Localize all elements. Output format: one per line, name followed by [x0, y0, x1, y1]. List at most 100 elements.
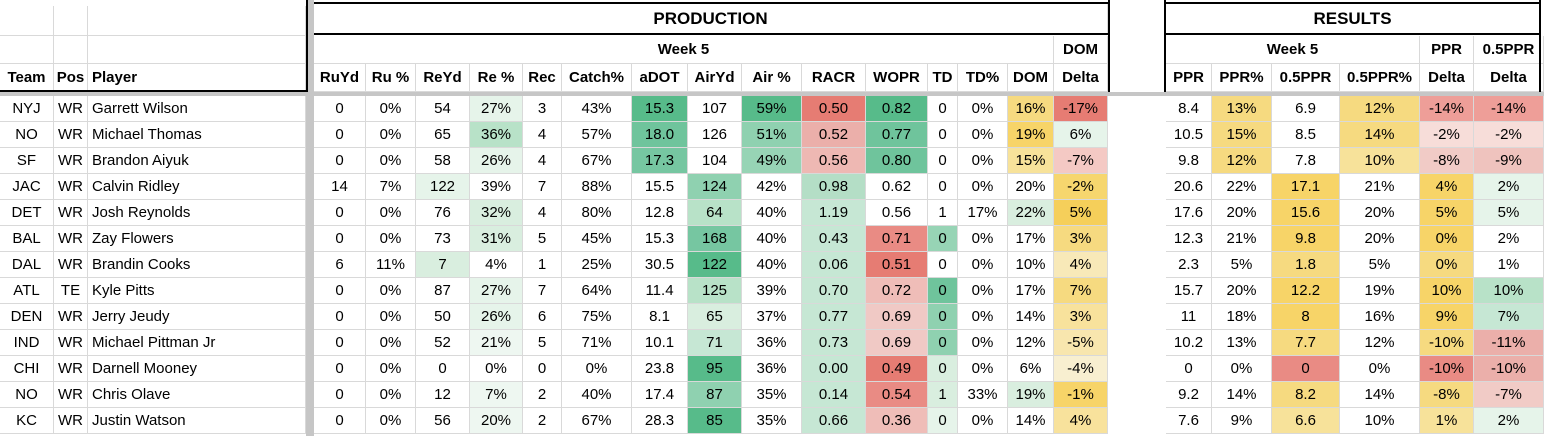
table-cell[interactable]: 6.6 — [1272, 408, 1340, 434]
table-cell[interactable]: 13% — [1212, 330, 1272, 356]
table-cell[interactable]: 20% — [1340, 226, 1420, 252]
table-cell[interactable]: 64% — [562, 278, 632, 304]
table-cell[interactable]: 67% — [562, 408, 632, 434]
table-cell[interactable]: 27% — [470, 278, 523, 304]
table-cell[interactable]: 0% — [366, 330, 416, 356]
table-cell[interactable]: 87 — [416, 278, 470, 304]
blank-header-cell[interactable] — [88, 36, 306, 64]
table-cell[interactable]: 0% — [958, 408, 1008, 434]
table-cell[interactable]: 2% — [1474, 408, 1544, 434]
table-cell[interactable]: 75% — [562, 304, 632, 330]
table-cell[interactable]: 7% — [1054, 278, 1108, 304]
table-cell[interactable]: -7% — [1474, 382, 1544, 408]
table-cell[interactable]: 67% — [562, 148, 632, 174]
column-header[interactable]: WOPR — [866, 64, 928, 92]
table-cell[interactable]: 4% — [1054, 408, 1108, 434]
column-header[interactable]: DOM — [1008, 64, 1054, 92]
table-cell[interactable]: 0 — [314, 122, 366, 148]
table-cell[interactable]: -5% — [1054, 330, 1108, 356]
table-cell[interactable]: 0.69 — [866, 330, 928, 356]
table-cell[interactable]: WR — [54, 330, 88, 356]
table-cell[interactable]: 17.6 — [1166, 200, 1212, 226]
table-cell[interactable]: 0% — [366, 408, 416, 434]
column-header[interactable]: Player — [88, 64, 306, 92]
table-cell[interactable]: 0.70 — [802, 278, 866, 304]
table-cell[interactable]: 10.2 — [1166, 330, 1212, 356]
table-cell[interactable]: 14% — [1008, 408, 1054, 434]
player-cell[interactable]: Michael Pittman Jr — [88, 330, 306, 356]
table-cell[interactable]: 0.49 — [866, 356, 928, 382]
table-cell[interactable]: 56 — [416, 408, 470, 434]
table-cell[interactable]: 0% — [366, 148, 416, 174]
table-cell[interactable]: 9.8 — [1166, 148, 1212, 174]
table-cell[interactable]: 15.5 — [632, 174, 688, 200]
column-header[interactable]: Pos — [54, 64, 88, 92]
table-cell[interactable]: 1.19 — [802, 200, 866, 226]
table-cell[interactable]: 0% — [366, 96, 416, 122]
table-cell[interactable]: 0 — [314, 148, 366, 174]
table-cell[interactable]: -4% — [1054, 356, 1108, 382]
column-header[interactable]: aDOT — [632, 64, 688, 92]
table-cell[interactable]: 0% — [1212, 356, 1272, 382]
table-cell[interactable]: 11% — [366, 252, 416, 278]
table-cell[interactable]: 12% — [1340, 330, 1420, 356]
table-cell[interactable]: 27% — [470, 96, 523, 122]
column-header[interactable]: ReYd — [416, 64, 470, 92]
table-cell[interactable]: WR — [54, 382, 88, 408]
table-cell[interactable]: WR — [54, 252, 88, 278]
table-cell[interactable]: -10% — [1420, 356, 1474, 382]
blank-header-cell[interactable] — [88, 6, 306, 36]
table-cell[interactable]: 0% — [958, 356, 1008, 382]
table-cell[interactable]: 3% — [1054, 226, 1108, 252]
table-cell[interactable]: 0.51 — [866, 252, 928, 278]
table-cell[interactable]: -8% — [1420, 148, 1474, 174]
ppr-delta-group-header[interactable]: PPR — [1420, 36, 1474, 64]
table-cell[interactable]: 33% — [958, 382, 1008, 408]
table-cell[interactable]: 36% — [742, 330, 802, 356]
table-cell[interactable]: 7 — [523, 174, 562, 200]
table-cell[interactable]: 15.7 — [1166, 278, 1212, 304]
table-cell[interactable]: 10.5 — [1166, 122, 1212, 148]
table-cell[interactable]: 0.80 — [866, 148, 928, 174]
blank-header-cell[interactable] — [54, 6, 88, 36]
table-cell[interactable]: 73 — [416, 226, 470, 252]
table-cell[interactable]: -14% — [1420, 96, 1474, 122]
table-cell[interactable]: 30.5 — [632, 252, 688, 278]
table-cell[interactable]: 0.54 — [866, 382, 928, 408]
table-cell[interactable]: 0 — [314, 278, 366, 304]
table-cell[interactable]: 0.71 — [866, 226, 928, 252]
table-cell[interactable]: 42% — [742, 174, 802, 200]
table-cell[interactable]: 125 — [688, 278, 742, 304]
table-cell[interactable]: 1 — [523, 252, 562, 278]
table-cell[interactable]: -2% — [1420, 122, 1474, 148]
table-cell[interactable]: ATL — [0, 278, 54, 304]
blank-header-cell[interactable] — [0, 6, 54, 36]
table-cell[interactable]: 12.3 — [1166, 226, 1212, 252]
table-cell[interactable]: 20% — [1340, 200, 1420, 226]
table-cell[interactable]: 32% — [470, 200, 523, 226]
table-cell[interactable]: 15% — [1008, 148, 1054, 174]
table-cell[interactable]: 20% — [1212, 278, 1272, 304]
table-cell[interactable]: -8% — [1420, 382, 1474, 408]
table-cell[interactable]: -2% — [1054, 174, 1108, 200]
column-header[interactable]: Ru % — [366, 64, 416, 92]
table-cell[interactable]: 5% — [1054, 200, 1108, 226]
table-cell[interactable]: 10% — [1340, 408, 1420, 434]
table-cell[interactable]: 8.2 — [1272, 382, 1340, 408]
table-cell[interactable]: 64 — [688, 200, 742, 226]
table-cell[interactable]: 2% — [1474, 174, 1544, 200]
column-header[interactable]: TD — [928, 64, 958, 92]
table-cell[interactable]: 17.3 — [632, 148, 688, 174]
table-cell[interactable]: 14% — [1340, 382, 1420, 408]
table-cell[interactable]: 6 — [523, 304, 562, 330]
table-cell[interactable]: 3% — [1054, 304, 1108, 330]
table-cell[interactable]: DEN — [0, 304, 54, 330]
player-cell[interactable]: Calvin Ridley — [88, 174, 306, 200]
table-cell[interactable]: 0 — [928, 226, 958, 252]
table-cell[interactable]: 76 — [416, 200, 470, 226]
column-header[interactable]: 0.5PPR — [1272, 64, 1340, 92]
table-cell[interactable]: 36% — [470, 122, 523, 148]
table-cell[interactable]: NYJ — [0, 96, 54, 122]
table-cell[interactable]: 0 — [928, 122, 958, 148]
